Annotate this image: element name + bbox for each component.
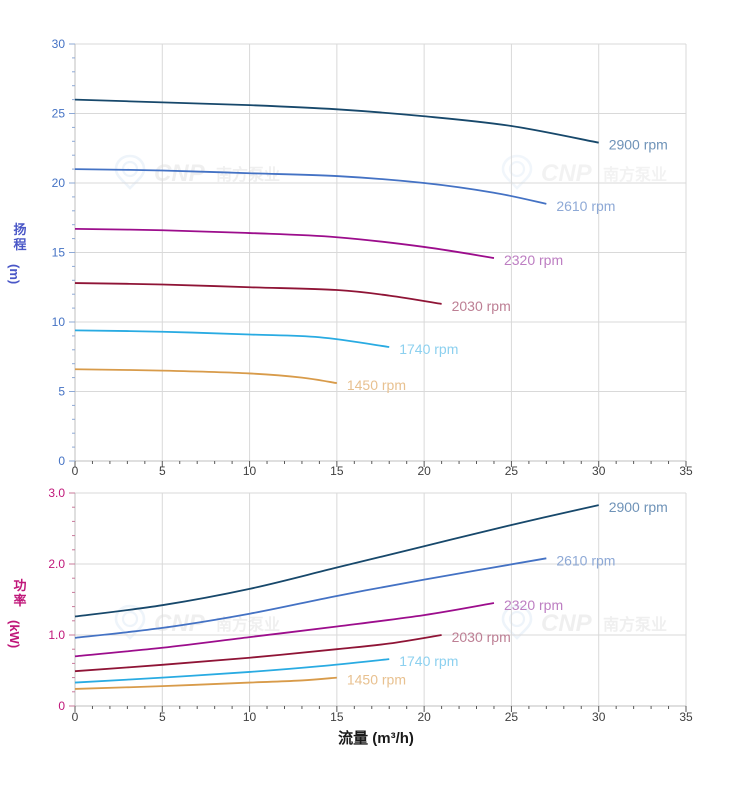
svg-text:5: 5 — [58, 385, 65, 399]
svg-text:30: 30 — [592, 464, 606, 478]
svg-text:20: 20 — [52, 176, 66, 190]
svg-text:25: 25 — [505, 710, 519, 724]
svg-text:1450 rpm: 1450 rpm — [347, 377, 406, 393]
svg-text:2030 rpm: 2030 rpm — [452, 629, 511, 645]
svg-text:2.0: 2.0 — [48, 557, 65, 571]
svg-text:2320 rpm: 2320 rpm — [504, 597, 563, 613]
svg-text:15: 15 — [330, 464, 344, 478]
svg-text:35: 35 — [679, 464, 693, 478]
svg-text:5: 5 — [159, 464, 166, 478]
svg-text:1740 rpm: 1740 rpm — [399, 653, 458, 669]
svg-text:1450 rpm: 1450 rpm — [347, 672, 406, 688]
svg-text:1740 rpm: 1740 rpm — [399, 341, 458, 357]
svg-text:2030 rpm: 2030 rpm — [452, 298, 511, 314]
svg-text:0: 0 — [72, 710, 79, 724]
svg-text:15: 15 — [52, 246, 66, 260]
svg-text:2610 rpm: 2610 rpm — [556, 552, 615, 568]
svg-text:10: 10 — [243, 464, 257, 478]
svg-text:10: 10 — [243, 710, 257, 724]
svg-text:35: 35 — [679, 710, 693, 724]
svg-text:10: 10 — [52, 315, 66, 329]
svg-text:3.0: 3.0 — [48, 486, 65, 500]
svg-text:25: 25 — [505, 464, 519, 478]
svg-text:25: 25 — [52, 107, 66, 121]
svg-text:0: 0 — [72, 464, 79, 478]
svg-text:20: 20 — [417, 710, 431, 724]
svg-text:2900 rpm: 2900 rpm — [609, 137, 668, 153]
svg-text:0: 0 — [58, 454, 65, 468]
svg-text:1.0: 1.0 — [48, 628, 65, 642]
svg-text:30: 30 — [592, 710, 606, 724]
svg-text:20: 20 — [417, 464, 431, 478]
svg-text:2320 rpm: 2320 rpm — [504, 252, 563, 268]
svg-text:2610 rpm: 2610 rpm — [556, 198, 615, 214]
svg-text:5: 5 — [159, 710, 166, 724]
svg-text:0: 0 — [58, 699, 65, 713]
svg-text:30: 30 — [52, 37, 66, 51]
svg-text:2900 rpm: 2900 rpm — [609, 499, 668, 515]
svg-text:15: 15 — [330, 710, 344, 724]
